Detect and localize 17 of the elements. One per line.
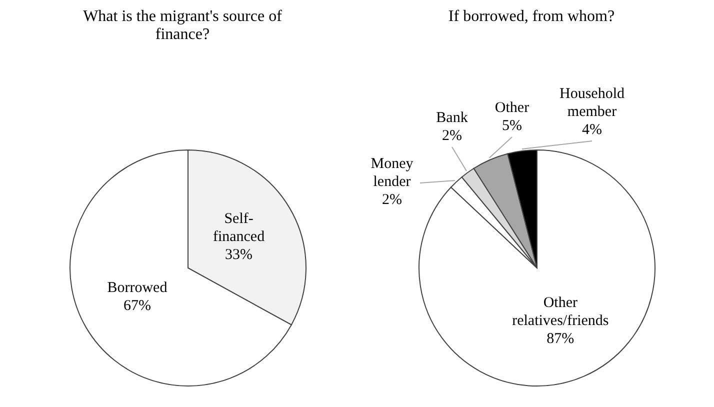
data-label: 87% [546, 332, 574, 348]
data-label: 2% [442, 128, 462, 144]
data-label: 67% [123, 298, 151, 314]
slice-label: Borrowed [107, 280, 168, 296]
slice-label: Household member [560, 86, 625, 120]
slice-label: Money lender [370, 156, 414, 190]
chart-title: If borrowed, from whom? [447, 8, 616, 27]
slice-label: Self-financed [212, 211, 266, 246]
data-label: 2% [382, 192, 402, 208]
slice-label: Other [494, 100, 530, 116]
chart-title: What is the migrant's source of finance? [82, 8, 283, 45]
data-label: 33% [225, 247, 253, 264]
data-label: 5% [502, 118, 522, 134]
slice-label: Other relatives/friends [512, 296, 609, 330]
slice-label: Bank [436, 110, 468, 126]
data-label: 4% [582, 122, 602, 138]
pie-slice [418, 150, 656, 386]
